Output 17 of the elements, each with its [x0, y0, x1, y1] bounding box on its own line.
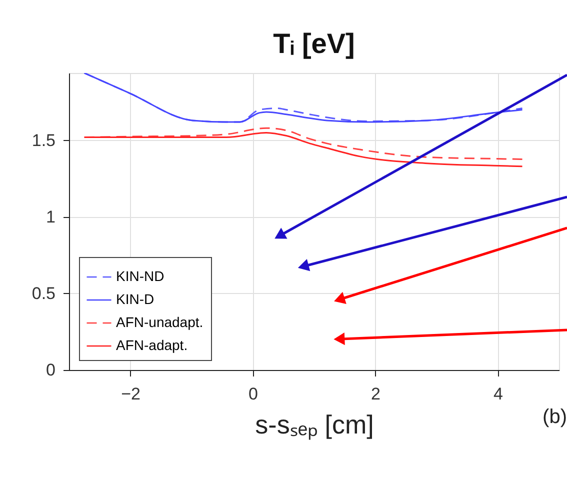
legend-label: KIN-ND [116, 268, 164, 284]
y-tick-label: 1.5 [32, 130, 56, 150]
y-tick-label: 0 [46, 360, 56, 380]
y-tick-label: 0.5 [32, 284, 56, 303]
legend-label: AFN-unadapt. [116, 314, 204, 330]
line-series [84, 132, 523, 168]
legend-label: KIN-D [116, 291, 154, 307]
x-tick-label: −2 [121, 384, 140, 404]
line-series [84, 73, 523, 123]
text: (b) [542, 406, 567, 428]
x-tick-label: 4 [494, 384, 503, 404]
y-tick-label: 1 [46, 207, 56, 226]
x-tick-label: 2 [371, 384, 380, 404]
x-axis-title: s-sₛₑₚ [cm] [255, 410, 374, 440]
chart-title: Tᵢ [eV] [273, 28, 355, 59]
legend-label: AFN-adapt. [116, 337, 188, 353]
x-tick-label: 0 [248, 384, 258, 404]
